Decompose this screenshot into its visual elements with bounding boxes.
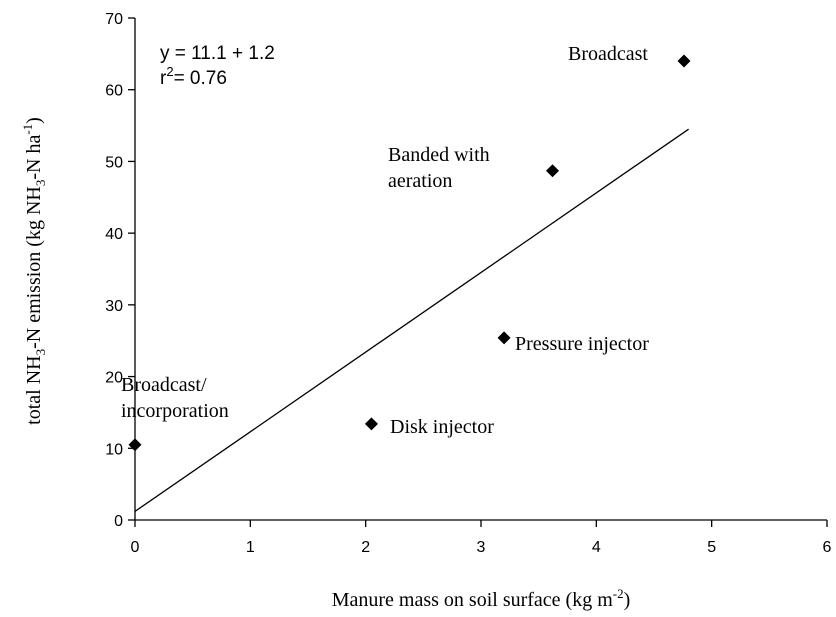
x-tick-label: 6: [823, 539, 832, 556]
y-tick-label: 10: [105, 441, 123, 458]
y-tick-label: 40: [105, 226, 123, 243]
point-label: Broadcast/: [121, 374, 207, 396]
annotation-part: 2: [166, 64, 173, 79]
point-label: Broadcast: [568, 43, 648, 65]
y-axis-label-part: -N emission (kg NH: [23, 186, 45, 349]
y-tick-label: 70: [105, 11, 123, 28]
point-label: incorporation: [121, 400, 229, 422]
y-axis-label-part: 3: [33, 349, 48, 356]
x-axis-label-part: ): [624, 589, 631, 611]
y-axis-label-part: -N ha: [23, 135, 45, 180]
point: [546, 164, 560, 178]
annotation: r2= 0.76: [160, 64, 227, 89]
point-label: Banded with: [388, 144, 490, 166]
y-tick-label: 0: [114, 513, 123, 530]
y-tick-label: 20: [105, 370, 123, 387]
point-label: aeration: [388, 170, 452, 192]
x-axis-label: Manure mass on soil surface (kg m-2): [332, 586, 631, 611]
y-axis-label-part: -1: [20, 124, 35, 135]
y-tick-label: 30: [105, 298, 123, 315]
x-tick-label: 0: [131, 539, 140, 556]
annotation-part: r: [160, 68, 167, 89]
y-axis-label-part: 3: [33, 180, 48, 187]
point-label: Pressure injector: [515, 333, 649, 355]
trendline: [134, 128, 689, 512]
y-axis-label: total NH3-N emission (kg NH3-N ha-1): [20, 117, 48, 425]
y-axis-label-part: ): [23, 117, 45, 124]
x-tick-label: 2: [361, 539, 370, 556]
point: [128, 438, 142, 452]
x-tick-label: 4: [592, 539, 601, 556]
annotation-part: = 0.76: [174, 68, 227, 89]
y-tick-label: 60: [105, 83, 123, 100]
x-axis-label-part: -2: [613, 586, 624, 601]
x-tick-label: 1: [246, 539, 255, 556]
point-label: Disk injector: [390, 416, 494, 438]
x-tick-label: 5: [707, 539, 716, 556]
annotation: y = 11.1 + 1.2: [160, 43, 275, 64]
x-tick-label: 3: [477, 539, 486, 556]
annotation-part: y = 11.1 + 1.2: [160, 43, 275, 64]
y-tick-label: 50: [105, 154, 123, 171]
y-axis-label-part: total NH: [23, 355, 45, 424]
x-axis-label-part: Manure mass on soil surface (kg m: [332, 589, 613, 611]
point: [364, 417, 378, 431]
point: [497, 331, 511, 345]
point: [677, 54, 691, 68]
